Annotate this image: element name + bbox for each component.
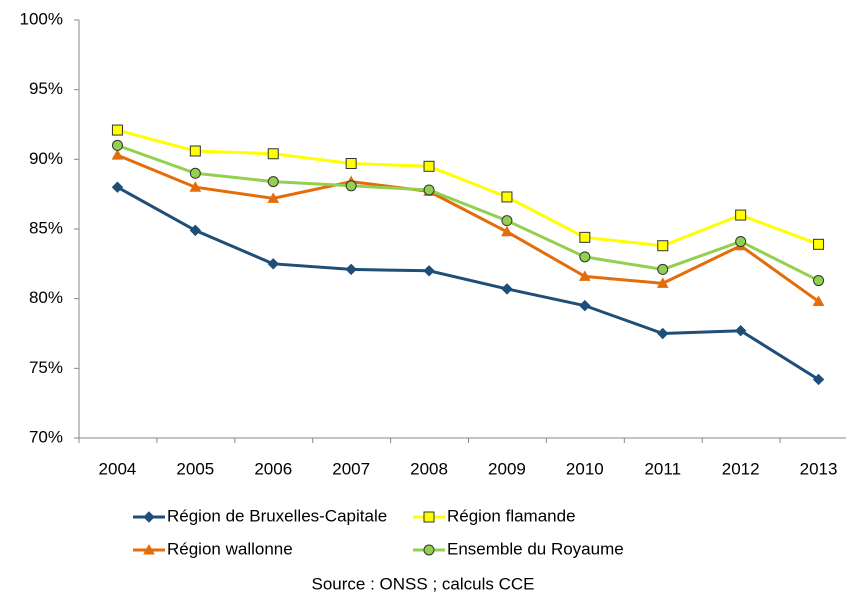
point <box>345 180 357 192</box>
point <box>189 181 202 192</box>
point <box>143 511 155 523</box>
point <box>423 184 435 196</box>
x-tick-label: 2005 <box>176 459 214 478</box>
point <box>812 295 825 306</box>
x-tick-label: 2007 <box>332 459 370 478</box>
x-tick-label: 2012 <box>722 459 760 478</box>
point <box>579 251 591 263</box>
series-line <box>116 153 820 303</box>
point <box>579 231 591 243</box>
point <box>143 543 155 555</box>
point <box>657 263 669 275</box>
y-tick-label: 85% <box>29 218 63 237</box>
x-tick-label: 2011 <box>644 459 681 478</box>
point <box>345 158 357 170</box>
y-tick-label: 95% <box>29 79 63 98</box>
point <box>656 277 669 288</box>
point <box>189 145 201 157</box>
series-line <box>116 143 820 282</box>
point <box>423 511 435 523</box>
point <box>735 236 747 248</box>
point <box>501 283 513 295</box>
y-tick-label: 75% <box>29 358 63 377</box>
point <box>579 270 591 281</box>
x-tick-label: 2009 <box>488 459 526 478</box>
x-tick-label: 2008 <box>410 459 448 478</box>
point <box>267 258 279 270</box>
point <box>579 299 591 312</box>
point <box>267 148 279 160</box>
x-tick-label: 2004 <box>99 459 137 478</box>
y-tick-label: 90% <box>29 149 63 168</box>
point <box>111 124 123 136</box>
point <box>111 149 124 160</box>
point <box>111 181 124 193</box>
y-tick-label: 80% <box>29 288 63 307</box>
point <box>501 215 513 227</box>
point <box>345 263 357 276</box>
point <box>423 265 435 277</box>
point <box>423 544 435 556</box>
point <box>657 327 669 340</box>
point <box>267 192 280 203</box>
legend-label: Ensemble du Royaume <box>447 539 624 558</box>
source-note: Source : ONSS ; calculs CCE <box>312 574 535 593</box>
point <box>501 191 513 203</box>
x-tick-label: 2013 <box>800 459 838 478</box>
point <box>189 167 201 179</box>
legend-label: Région de Bruxelles-Capitale <box>167 506 387 525</box>
point <box>813 238 825 250</box>
series-line <box>117 128 820 248</box>
point <box>813 275 825 287</box>
point <box>735 209 747 221</box>
point <box>267 176 279 188</box>
x-tick-label: 2010 <box>566 459 604 478</box>
point <box>657 240 669 252</box>
series-line <box>116 185 820 381</box>
point <box>501 225 513 237</box>
legend-label: Région wallonne <box>167 539 293 558</box>
point <box>734 325 747 337</box>
x-tick-label: 2006 <box>254 459 292 478</box>
point <box>423 160 435 172</box>
point <box>111 139 123 151</box>
point <box>189 224 202 237</box>
legend-label: Région flamande <box>447 506 576 525</box>
y-tick-label: 70% <box>29 427 63 446</box>
y-tick-label: 100% <box>20 9 63 28</box>
point <box>812 373 825 386</box>
